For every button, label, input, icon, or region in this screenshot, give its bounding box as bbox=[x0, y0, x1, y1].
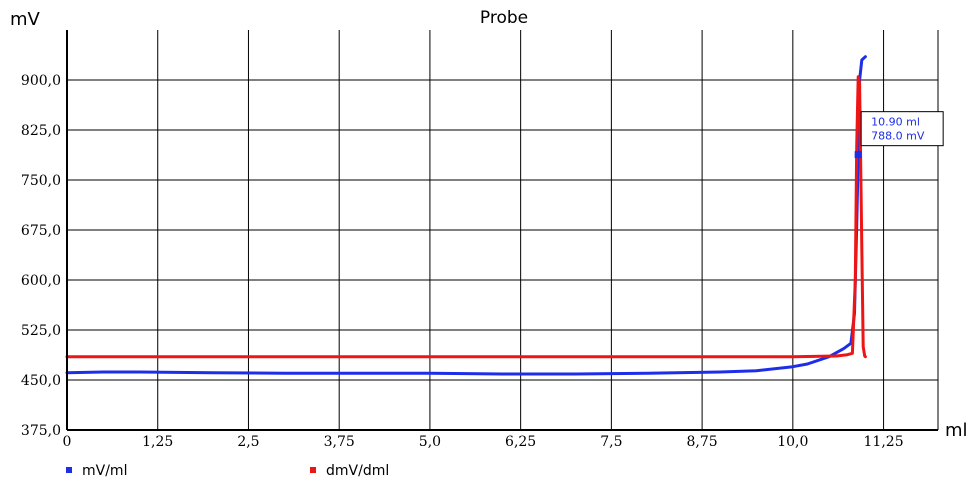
x-tick-label: 11,25 bbox=[864, 434, 904, 450]
y-tick-label: 675,0 bbox=[21, 223, 61, 239]
x-tick-label: 6,25 bbox=[505, 434, 536, 450]
grid-lines bbox=[67, 30, 939, 430]
y-tick-label: 750,0 bbox=[21, 173, 61, 189]
y-tick-label: 375,0 bbox=[21, 423, 61, 439]
series-layer bbox=[65, 55, 867, 376]
y-tick-label: 525,0 bbox=[21, 323, 61, 339]
x-tick-label: 2,5 bbox=[237, 434, 259, 450]
tooltip-marker bbox=[854, 151, 862, 159]
y-axis-label: mV bbox=[10, 9, 41, 30]
y-tick-label: 600,0 bbox=[21, 273, 61, 289]
y-tick-label: 450,0 bbox=[21, 373, 61, 389]
x-axis-label: ml bbox=[945, 420, 968, 441]
tooltip-line: 10.90 ml bbox=[871, 116, 920, 129]
x-tick-label: 7,5 bbox=[600, 434, 622, 450]
axes bbox=[66, 30, 938, 431]
x-tick-label: 5,0 bbox=[419, 434, 441, 450]
y-tick-label: 900,0 bbox=[21, 73, 61, 89]
x-tick-label: 1,25 bbox=[142, 434, 173, 450]
tooltip-box bbox=[860, 111, 944, 147]
legend: mV/ml dmV/dml bbox=[66, 463, 389, 479]
series-line-dmvdml bbox=[65, 75, 867, 359]
y-tick-label: 825,0 bbox=[21, 123, 61, 139]
tooltip-line: 788.0 mV bbox=[871, 130, 925, 143]
legend-swatch-mvml bbox=[66, 467, 72, 473]
x-tick-label: 0 bbox=[63, 434, 72, 450]
legend-swatch-dmvdml bbox=[310, 467, 316, 473]
legend-label-dmvdml: dmV/dml bbox=[326, 463, 389, 479]
x-tick-label: 8,75 bbox=[687, 434, 718, 450]
tick-labels: 0 1,25 2,5 3,75 5,0 6,25 7,5 8,75 10,0 11,25 375,0… bbox=[21, 73, 904, 450]
chart-title: Probe bbox=[480, 8, 528, 28]
x-tick-label: 3,75 bbox=[324, 434, 355, 450]
legend-label-mvml: mV/ml bbox=[82, 463, 127, 479]
x-tick-label: 10,0 bbox=[777, 434, 808, 450]
series-line-mvml bbox=[65, 55, 867, 376]
